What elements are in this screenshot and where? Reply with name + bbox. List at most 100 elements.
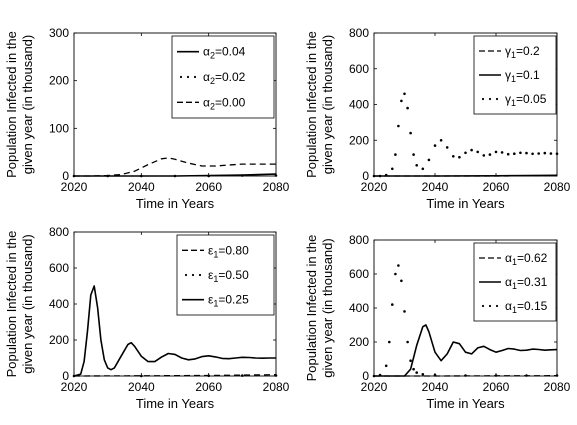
data-point	[513, 152, 516, 155]
data-point	[391, 303, 394, 306]
data-point	[433, 144, 437, 147]
data-point	[500, 151, 504, 154]
data-point	[531, 152, 534, 156]
x-axis-label: Time in Years	[426, 396, 505, 411]
y-tick-label: 200	[349, 335, 369, 349]
legend-entry-label: ε1=0.25	[208, 293, 249, 309]
y-tick-label: 0	[62, 369, 69, 383]
data-point	[409, 359, 412, 363]
x-tick-label: 2020	[361, 380, 388, 394]
legend-entry-label: α1=0.62	[505, 251, 548, 267]
legend-entry-label: α1=0.15	[505, 299, 548, 315]
data-point	[439, 139, 443, 142]
chart-panel-br: 2020 2040 2060 2080 0 200 400 600 800 Time in Yea…	[304, 233, 571, 411]
x-axis-label: Time in Years	[426, 196, 505, 211]
x-tick-label: 2040	[128, 380, 155, 394]
data-point	[409, 131, 412, 135]
axes-box	[73, 32, 277, 177]
legend-entry-label: ε1=0.50	[208, 268, 249, 284]
x-tick-label: 2040	[128, 180, 155, 194]
x-axis-label: Time in Years	[136, 396, 215, 411]
data-point	[412, 367, 415, 371]
data-point	[397, 264, 400, 267]
data-point	[415, 371, 419, 374]
legend: ε1=0.80 ε1=0.50 ε1=0.25	[176, 234, 275, 316]
data-point	[494, 150, 498, 154]
legend-marker	[488, 97, 492, 101]
x-tick-label: 2020	[61, 180, 88, 194]
legend-entry-label: γ1=0.05	[505, 92, 547, 108]
data-point	[415, 164, 419, 167]
x-tick-label: 2060	[195, 380, 222, 394]
legend-marker	[488, 304, 492, 308]
data-point	[519, 151, 522, 155]
legend-entry-label: α2=0.00	[203, 95, 246, 111]
x-tick-label: 2060	[483, 380, 510, 394]
y-tick-label: 800	[349, 26, 369, 40]
y-tick-label: 600	[49, 261, 69, 275]
legend: α2=0.04 α2=0.02 α2=0.00	[171, 35, 275, 119]
data-point	[406, 106, 409, 110]
legend-marker	[495, 97, 499, 101]
legend-marker	[198, 273, 202, 277]
y-tick-label: 600	[349, 267, 369, 281]
legend: α1=0.62 α1=0.31 α1=0.15	[473, 242, 557, 322]
y-axis-label: given year (in thousand)	[20, 234, 35, 373]
y-axis-label: Population Infected in the	[4, 31, 19, 178]
series-bl-2-line	[73, 285, 276, 377]
y-axis-label: Population Infected in the	[4, 231, 19, 378]
data-point	[549, 152, 553, 155]
data-point	[403, 310, 406, 313]
data-point	[394, 153, 397, 156]
x-tick-label: 2080	[263, 180, 290, 194]
chart-panel-tr: 2020 2040 2060 2080 0 200 400 600 800 Time in Yea…	[304, 26, 571, 211]
y-tick-label: 300	[49, 26, 69, 40]
data-point	[482, 154, 486, 157]
legend-marker	[179, 75, 183, 79]
data-point	[406, 340, 409, 344]
legend-entry-label: γ1=0.1	[505, 68, 540, 84]
legend-entry-label: α1=0.31	[505, 275, 548, 291]
y-tick-label: 0	[362, 369, 369, 383]
x-tick-label: 2020	[361, 180, 388, 194]
x-tick-label: 2060	[195, 180, 222, 194]
y-tick-label: 200	[49, 74, 69, 88]
legend-marker	[495, 304, 499, 308]
y-axis-label: given year (in thousand)	[320, 35, 335, 174]
y-tick-label: 800	[49, 225, 69, 239]
y-tick-label: 400	[349, 301, 369, 315]
y-tick-label: 0	[62, 169, 69, 183]
legend: γ1=0.2 γ1=0.1 γ1=0.05	[473, 35, 557, 115]
legend-marker	[481, 97, 485, 101]
data-point	[458, 155, 461, 159]
y-axis-label: given year (in thousand)	[320, 238, 335, 377]
legend-marker	[191, 273, 195, 277]
legend-entry-label: α2=0.04	[203, 45, 246, 61]
x-axis-label: Time in Years	[136, 196, 215, 211]
data-point	[488, 153, 492, 156]
y-axis-label: given year (in thousand)	[20, 35, 35, 174]
x-tick-label: 2060	[483, 180, 510, 194]
y-tick-label: 800	[349, 233, 369, 247]
series-br-2	[372, 264, 559, 378]
x-tick-label: 2080	[263, 380, 290, 394]
data-point	[452, 155, 455, 158]
x-tick-label: 2040	[422, 380, 449, 394]
x-tick-label: 2040	[422, 180, 449, 194]
data-point	[391, 167, 394, 171]
x-tick-label: 2080	[544, 180, 571, 194]
series-tl-2-line	[74, 157, 276, 177]
y-axis-label: Population Infected in the	[304, 31, 319, 178]
data-point	[394, 272, 397, 276]
data-point	[412, 153, 415, 156]
data-point	[397, 124, 400, 128]
y-axis-label: Population Infected in the	[304, 235, 319, 382]
data-point	[384, 364, 388, 368]
data-point	[464, 151, 467, 155]
y-tick-label: 100	[49, 121, 69, 135]
x-tick-label: 2020	[61, 380, 88, 394]
legend-entry-label: γ1=0.2	[505, 44, 540, 60]
data-point	[445, 146, 449, 149]
y-tick-label: 0	[362, 169, 369, 183]
